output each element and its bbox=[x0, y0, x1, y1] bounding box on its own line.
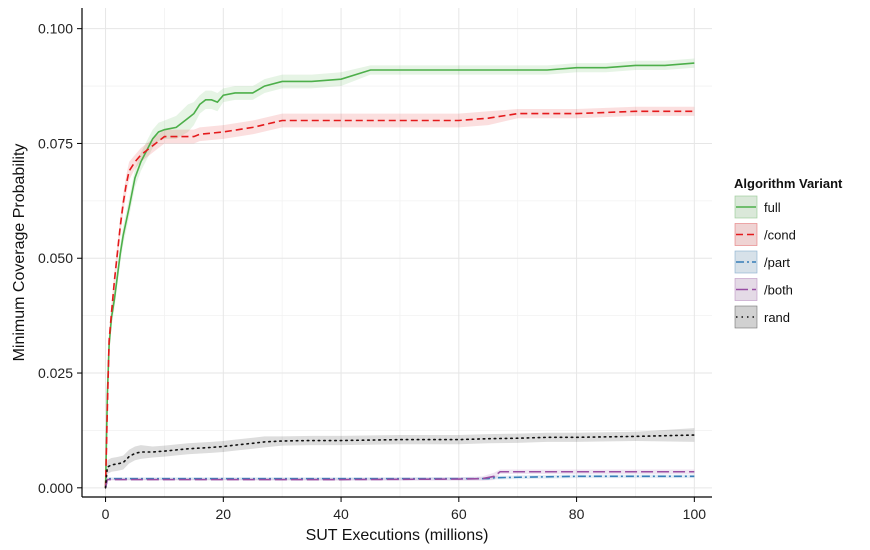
x-tick-label: 40 bbox=[333, 506, 349, 522]
y-tick-label: 0.075 bbox=[38, 135, 73, 151]
x-axis-title: SUT Executions (millions) bbox=[306, 527, 489, 544]
legend: Algorithm Variant full/cond/part/both ran… bbox=[733, 176, 843, 330]
legend-title: Algorithm Variant bbox=[734, 176, 843, 191]
legend-item-both: /both bbox=[733, 277, 793, 302]
y-tick-label: 0.050 bbox=[38, 250, 73, 266]
series-line-both bbox=[104, 470, 695, 488]
series-line-full bbox=[104, 62, 695, 488]
series-line-cond bbox=[104, 110, 695, 488]
legend-item-rand: rand bbox=[733, 304, 790, 330]
legend-label: full bbox=[764, 200, 781, 215]
y-tick-label: 0.000 bbox=[38, 480, 73, 496]
legend-key-fill bbox=[734, 305, 758, 329]
legend-label: /cond bbox=[764, 228, 796, 243]
x-tick-label: 0 bbox=[102, 506, 110, 522]
x-tick-label: 100 bbox=[683, 506, 707, 522]
band-both bbox=[105, 469, 695, 489]
y-tick-label: 0.100 bbox=[38, 21, 73, 37]
legend-label: /both bbox=[764, 283, 793, 298]
band-rand bbox=[105, 428, 695, 493]
legend-item-cond: /cond bbox=[733, 222, 796, 247]
legend-label: /part bbox=[764, 255, 790, 270]
legend-key-fill bbox=[734, 223, 758, 246]
legend-item-full: full bbox=[733, 194, 781, 220]
legend-item-part: /part bbox=[733, 249, 790, 275]
band-part bbox=[105, 474, 695, 490]
confidence-bands bbox=[105, 58, 695, 495]
axes: 0 20 40 60 80 100 0.000 0.025 0.050 0.075 0.100 bbox=[38, 8, 712, 522]
legend-label: rand bbox=[764, 310, 790, 325]
x-tick-label: 80 bbox=[569, 506, 585, 522]
legend-key-fill bbox=[734, 250, 758, 274]
y-tick-label: 0.025 bbox=[38, 365, 73, 381]
y-axis-title: Minimum Coverage Probability bbox=[11, 144, 28, 362]
grid bbox=[82, 8, 712, 497]
series-lines bbox=[104, 62, 696, 489]
series-line-rand bbox=[104, 434, 696, 489]
x-tick-label: 20 bbox=[216, 506, 232, 522]
x-tick-label: 60 bbox=[451, 506, 467, 522]
